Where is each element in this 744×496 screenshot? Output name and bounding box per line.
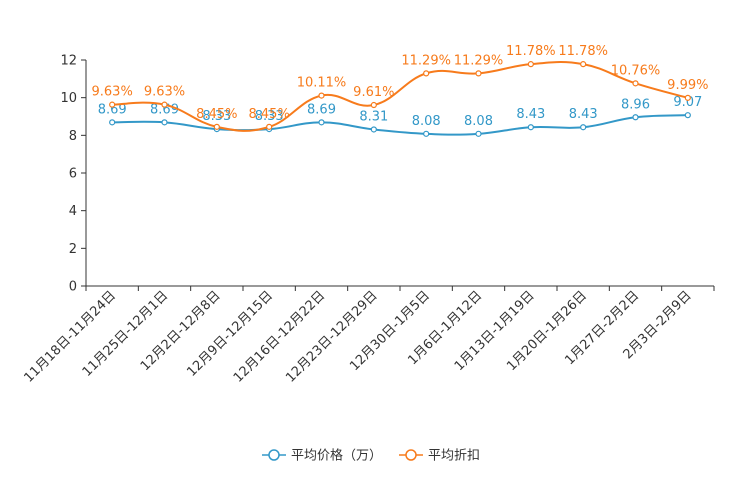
y-tick-label: 6 [69,167,77,182]
data-point-discount[interactable] [266,123,273,130]
data-point-price[interactable] [684,112,691,119]
data-point-discount[interactable] [161,101,168,108]
data-label-price: 9.07 [673,95,702,110]
data-label-discount: 9.63% [144,85,185,100]
x-tick-label: 11月18日-11月24日 [22,288,119,385]
data-point-discount[interactable] [684,94,691,101]
data-point-discount[interactable] [475,70,482,77]
data-point-discount[interactable] [213,123,220,130]
data-point-discount[interactable] [370,101,377,109]
data-label-price: 8.96 [621,97,650,112]
y-axis-ticks: 0 2 4 6 8 10 12 [60,54,86,295]
data-point-discount[interactable] [318,92,325,99]
data-label-price: 8.69 [98,102,127,117]
data-label-price: 8.43 [516,107,545,122]
data-label-discount: 11.78% [558,44,608,59]
legend-marker-icon [268,449,280,461]
data-label-price: 8.31 [359,109,388,124]
series-discount: 9.63% 9.63%8.45% 8.45%10.11%9.61%11.29% 11.… [92,44,708,132]
data-point-price[interactable] [161,119,168,126]
x-tick-label: 12月16日-12月22日 [231,288,328,385]
data-label-discount: 9.99% [667,78,708,93]
y-tick-label: 10 [60,91,77,106]
data-point-price[interactable] [632,114,639,121]
legend-item-price[interactable]: 平均价格（万） [262,448,382,464]
data-label-discount: 8.45% [196,107,237,122]
y-tick-label: 0 [69,280,77,295]
data-point-discount[interactable] [109,101,116,108]
data-point-price[interactable] [423,130,430,137]
data-point-price[interactable] [318,119,325,126]
legend-label: 平均价格（万） [291,448,382,464]
series-layer: 8.69 8.69 8.33 8.33 8.69 8.31 8.08 8.08 8.43 8.43… [92,44,708,137]
series-price: 8.69 8.69 8.33 8.33 8.69 8.31 8.08 8.08 8.43 8.43… [98,95,702,137]
data-label-discount: 9.63% [92,85,133,100]
data-point-discount[interactable] [580,61,587,68]
data-label-discount: 11.29% [401,53,451,68]
data-label-price: 8.33 [202,109,231,124]
y-tick-label: 2 [69,242,77,257]
data-label-discount: 10.11% [297,76,347,91]
data-label-discount: 9.61% [353,85,394,100]
data-label-price: 8.69 [307,102,336,117]
data-point-price[interactable] [475,130,482,137]
data-label-price: 8.08 [412,114,441,129]
y-tick-label: 4 [69,204,77,219]
data-label-price: 8.08 [464,114,493,129]
x-axis-ticks: 11月18日-11月24日11月25日-12月1日12月2日-12月8日12月9… [22,286,715,386]
legend-marker-icon [405,449,417,461]
legend-label: 平均折扣 [428,449,480,464]
data-point-price[interactable] [109,119,116,126]
y-tick-label: 8 [69,129,77,144]
x-tick-label: 12月23日-12月29日 [283,288,380,385]
legend[interactable]: 平均价格（万） 平均折扣 [262,448,480,464]
data-label-discount: 11.29% [454,53,504,68]
data-point-price[interactable] [580,124,587,131]
data-point-discount[interactable] [527,61,534,68]
series-line-price [112,114,688,136]
data-label-discount: 10.76% [611,63,661,78]
data-label-discount: 11.78% [506,44,556,59]
data-label-discount: 8.45% [249,107,290,122]
data-label-price: 8.33 [255,109,284,124]
legend-item-discount[interactable]: 平均折扣 [399,449,480,464]
y-tick-label: 12 [60,54,77,69]
data-point-price[interactable] [527,124,534,131]
data-point-discount[interactable] [632,80,639,87]
data-point-discount[interactable] [423,70,430,77]
data-label-price: 8.43 [569,107,598,122]
data-point-price[interactable] [370,126,377,133]
